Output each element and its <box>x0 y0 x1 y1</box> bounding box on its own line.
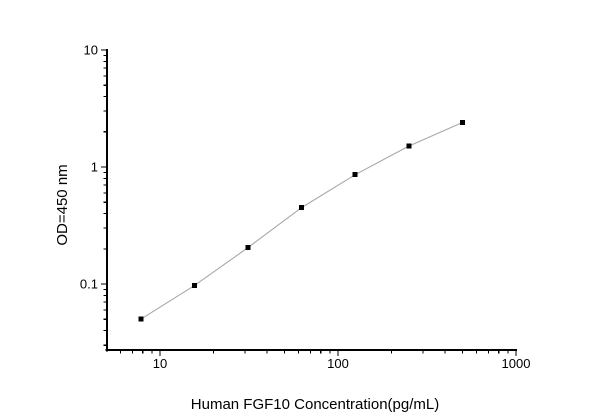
data-point-marker <box>406 143 412 149</box>
x-tick-label: 100 <box>327 356 349 371</box>
series-line <box>140 121 463 320</box>
data-point-marker <box>138 316 144 322</box>
x-axis-title: Human FGF10 Concentration(pg/mL) <box>191 396 439 413</box>
axes <box>105 49 517 352</box>
data-point-marker <box>459 120 465 125</box>
data-point-marker <box>352 172 358 178</box>
data-point-marker <box>191 283 197 289</box>
tick-marks <box>101 49 517 356</box>
data-point-marker <box>245 245 251 250</box>
data-series <box>138 120 465 322</box>
y-tick-label: 0.1 <box>80 277 98 292</box>
x-tick-label: 1000 <box>502 356 531 371</box>
y-tick-label: 1 <box>91 160 98 175</box>
y-axis-title: OD=450 nm <box>54 164 71 245</box>
data-point-marker <box>299 205 305 211</box>
tick-labels: 10 100 1000 0.1 1 10 <box>80 43 531 372</box>
x-tick-label: 10 <box>153 356 167 371</box>
y-tick-label: 10 <box>84 43 98 58</box>
